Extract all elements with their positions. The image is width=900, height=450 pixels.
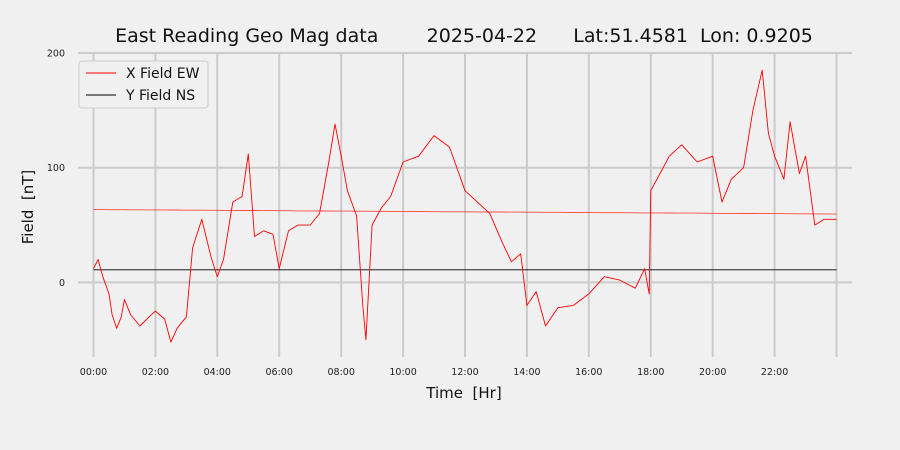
chart-title: East Reading Geo Mag data 2025-04-22 Lat… [115, 25, 813, 47]
x-axis-title: Time [Hr] [425, 384, 501, 402]
y-axis-title: Field [nT] [19, 170, 37, 245]
x-tick-label: 22:00 [761, 367, 788, 378]
series-line-0 [93, 69, 837, 343]
x-tick-label: 08:00 [328, 367, 355, 378]
series-line-2 [93, 209, 837, 215]
x-tick-label: 04:00 [204, 367, 231, 378]
legend: X Field EW Y Field NS [78, 60, 209, 109]
tick-labels: 00:00 02:00 04:00 06:00 08:00 10:00 12:00 14:00… [47, 49, 788, 379]
plot-series [93, 69, 837, 343]
y-tick-label: 100 [47, 163, 65, 174]
x-tick-label: 10:00 [389, 367, 416, 378]
legend-label-y-field: Y Field NS [125, 88, 195, 104]
legend-label-x-field: X Field EW [126, 66, 200, 82]
x-tick-label: 16:00 [575, 367, 602, 378]
x-tick-label: 12:00 [451, 367, 478, 378]
y-tick-label: 0 [59, 278, 65, 289]
x-tick-label: 02:00 [142, 367, 169, 378]
x-tick-label: 00:00 [80, 367, 107, 378]
x-tick-label: 18:00 [637, 367, 664, 378]
x-tick-label: 20:00 [699, 367, 726, 378]
x-tick-label: 06:00 [266, 367, 293, 378]
x-tick-label: 14:00 [513, 367, 540, 378]
y-tick-label: 200 [47, 49, 65, 60]
